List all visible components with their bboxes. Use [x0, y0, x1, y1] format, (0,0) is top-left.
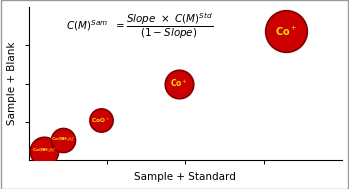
Text: Co$^+$: Co$^+$: [170, 78, 188, 89]
Point: [176, 82, 182, 85]
Point: [283, 30, 289, 33]
Point: [42, 149, 47, 153]
Text: $\mathit{C(M)^{Sam}}$  $= \dfrac{\mathit{Slope\ \times\ C(M)^{Std}}}{\mathit{(1 : $\mathit{C(M)^{Sam}}$ $= \dfrac{\mathit{…: [66, 12, 214, 41]
Y-axis label: Sample + Blank: Sample + Blank: [7, 42, 17, 125]
X-axis label: Sample + Standard: Sample + Standard: [134, 172, 236, 182]
Text: Co(NH$_3$)$_5^+$: Co(NH$_3$)$_5^+$: [32, 146, 57, 156]
Point: [60, 139, 66, 142]
Text: Co(NH$_3$)$_4^+$: Co(NH$_3$)$_4^+$: [51, 136, 75, 145]
Text: CoO$^+$: CoO$^+$: [91, 116, 110, 125]
Point: [98, 119, 104, 122]
Text: Co$^+$: Co$^+$: [275, 25, 297, 38]
